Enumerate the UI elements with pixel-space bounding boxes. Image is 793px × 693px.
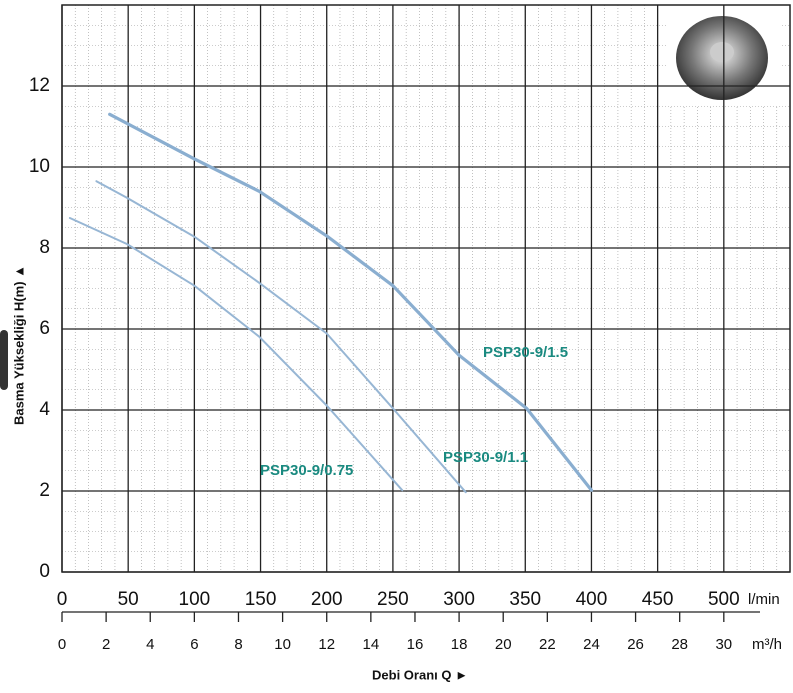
x-unit: l/min xyxy=(748,591,780,608)
x-tick-label: 0 xyxy=(57,589,68,610)
x2-tick-label: 24 xyxy=(583,636,600,653)
x2-tick-label: 4 xyxy=(146,636,154,653)
y-tick-label: 0 xyxy=(39,561,50,582)
y-tick-label: 8 xyxy=(39,237,50,258)
x2-tick-label: 6 xyxy=(190,636,198,653)
curve-label: PSP30-9/1.1 xyxy=(443,449,528,466)
curve-label: PSP30-9/0.75 xyxy=(260,462,353,479)
x-axis-title: Debi Oranı Q ► xyxy=(372,667,468,682)
x2-unit: m³/h xyxy=(752,636,782,653)
x2-tick-label: 12 xyxy=(318,636,335,653)
x-tick-label: 150 xyxy=(245,589,277,610)
x-tick-label: 500 xyxy=(708,589,740,610)
y-tick-label: 2 xyxy=(39,480,50,501)
y-axis-title: Basma Yüksekliği H(m) ▲ xyxy=(11,265,26,425)
curve xyxy=(95,180,467,494)
x2-tick-label: 30 xyxy=(715,636,732,653)
edge-shape xyxy=(0,330,8,390)
x-tick-label: 100 xyxy=(179,589,211,610)
x-tick-label: 400 xyxy=(576,589,608,610)
curve xyxy=(108,112,594,492)
x2-tick-label: 22 xyxy=(539,636,556,653)
curve xyxy=(68,217,404,492)
x2-tick-label: 0 xyxy=(58,636,66,653)
x2-tick-label: 8 xyxy=(234,636,242,653)
impeller-hub xyxy=(710,42,734,62)
x-tick-label: 50 xyxy=(118,589,139,610)
x2-tick-label: 28 xyxy=(671,636,688,653)
curve-label: PSP30-9/1.5 xyxy=(483,344,568,361)
y-tick-label: 10 xyxy=(29,156,50,177)
x2-tick-label: 16 xyxy=(407,636,424,653)
x-tick-label: 200 xyxy=(311,589,343,610)
y-tick-label: 6 xyxy=(39,318,50,339)
x-tick-label: 450 xyxy=(642,589,674,610)
x2-tick-label: 20 xyxy=(495,636,512,653)
plot-frame xyxy=(61,4,791,573)
x2-tick-label: 18 xyxy=(451,636,468,653)
x-tick-label: 350 xyxy=(509,589,541,610)
x2-tick-label: 10 xyxy=(274,636,291,653)
x2-tick-label: 14 xyxy=(363,636,380,653)
y-tick-label: 4 xyxy=(39,399,50,420)
y-tick-label: 12 xyxy=(29,75,50,96)
x2-tick-label: 26 xyxy=(627,636,644,653)
x-tick-label: 300 xyxy=(443,589,475,610)
x-tick-label: 250 xyxy=(377,589,409,610)
x2-tick-label: 2 xyxy=(102,636,110,653)
